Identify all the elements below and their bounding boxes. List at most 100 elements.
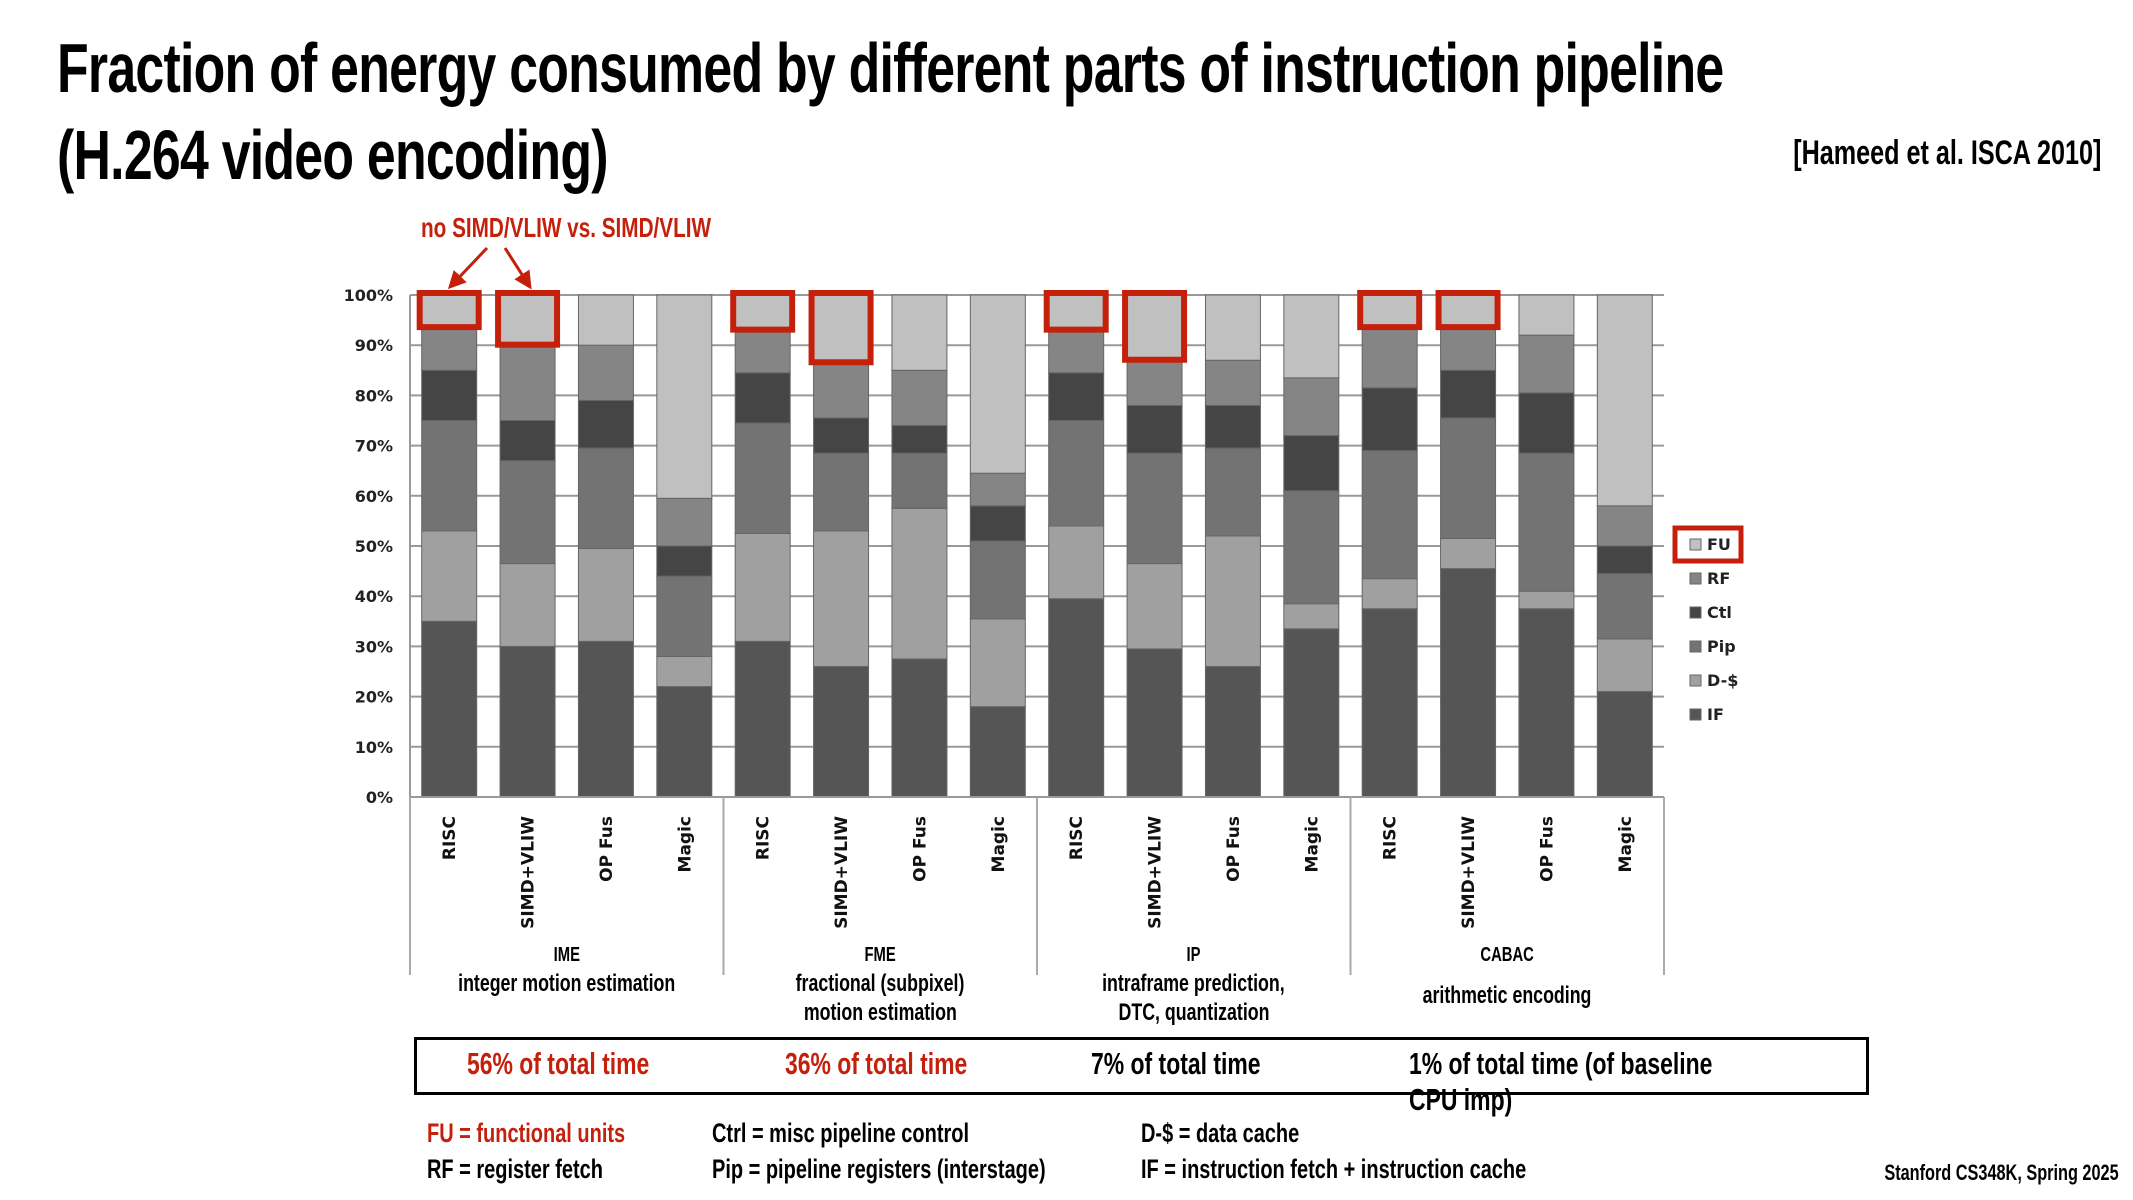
bar-segment-d — [656, 655, 713, 688]
def-dcache: D-$ = data cache — [1141, 1118, 1300, 1148]
bar-segment-d — [1283, 603, 1340, 630]
x-category-label: SIMD+VLIW — [1146, 816, 1166, 929]
bar-segment-rf — [421, 324, 478, 371]
legend-label: D-$ — [1707, 671, 1738, 690]
highlight-box — [1357, 290, 1423, 331]
bar-segment-pip — [1204, 447, 1261, 537]
bar-segment-d — [813, 530, 870, 667]
bar-segment-d — [1126, 563, 1183, 650]
group-name: FME — [864, 944, 896, 966]
group-description: arithmetic encoding — [1422, 982, 1592, 1009]
highlight-box — [495, 290, 561, 348]
bar-segment-rf — [1361, 324, 1418, 389]
bar-segment-ctl — [1518, 392, 1575, 454]
bar-segment-pip — [421, 420, 478, 532]
bar-segment-if — [577, 640, 634, 798]
bar-segment-rf — [1204, 359, 1261, 406]
bar-segment-d — [1361, 578, 1418, 610]
bar-segment-d — [1518, 590, 1575, 610]
legend-label: Ctl — [1707, 603, 1732, 622]
bar-segment-pip — [969, 540, 1026, 620]
bar-segment-d — [499, 563, 556, 647]
bar-segment-ctl — [1596, 545, 1653, 575]
bar-segment-d — [891, 507, 948, 660]
bar-segment-if — [1361, 608, 1418, 798]
bar-segment-pip — [1596, 573, 1653, 640]
bar-segment-rf — [499, 342, 556, 421]
bar-segment-rf — [577, 344, 634, 401]
bar-segment-d — [969, 618, 1026, 708]
bar-segment-d — [421, 530, 478, 622]
x-category-label: SIMD+VLIW — [519, 816, 539, 929]
bar-segment-rf — [1126, 357, 1183, 406]
bar-segment-if — [969, 706, 1026, 798]
x-category-label: SIMD+VLIW — [832, 816, 852, 929]
x-category-label: RISC — [754, 816, 774, 860]
legend-swatch — [1689, 674, 1702, 687]
group-label: IME — [417, 944, 717, 967]
bar-segment-fu — [1126, 294, 1183, 359]
bar-segment-if — [734, 640, 791, 798]
bar-segment-fu — [734, 294, 791, 329]
y-tick-label: 30% — [355, 637, 393, 656]
bar-segment-d — [1204, 535, 1261, 667]
group-description: integer motion estimation — [458, 970, 676, 997]
legend-highlight-box — [1672, 525, 1744, 564]
bar-segment-if — [813, 665, 870, 798]
annotation-label: no SIMD/VLIW vs. SIMD/VLIW — [421, 212, 712, 243]
bar-segment-pip — [656, 575, 713, 657]
bar-segment-fu — [499, 294, 556, 344]
bar-segment-if — [656, 686, 713, 798]
bar-segment-ctl — [734, 372, 791, 424]
def-fu: FU = functional units — [427, 1118, 626, 1148]
bar-segment-d — [577, 548, 634, 642]
group-label: CABAC — [1357, 944, 1657, 967]
x-category-label: RISC — [440, 816, 460, 860]
bar-segment-pip — [1126, 452, 1183, 565]
time-share-ime: 56% of total time — [467, 1046, 650, 1081]
bar-segment-pip — [1361, 450, 1418, 580]
bar-segment-ctl — [656, 545, 713, 577]
slide-title-line2: (H.264 video encoding) — [57, 116, 608, 194]
legend-swatch — [1689, 572, 1702, 585]
bar-segment-rf — [734, 327, 791, 374]
group-description: motion estimation — [803, 999, 957, 1026]
bar-segment-ctl — [577, 399, 634, 449]
bar-segment-if — [499, 645, 556, 798]
bar-segment-rf — [969, 472, 1026, 507]
bar-segment-fu — [1518, 294, 1575, 336]
group-name: IP — [1186, 944, 1201, 966]
bar-segment-if — [1518, 608, 1575, 798]
y-tick-label: 80% — [355, 386, 393, 405]
bar-segment-if — [1596, 691, 1653, 798]
bar-segment-if — [1204, 665, 1261, 798]
group-description: DTC, quantization — [1118, 999, 1270, 1026]
bar-segment-rf — [1518, 334, 1575, 394]
annotation-arrow-left — [447, 246, 489, 290]
x-category-label: RISC — [1381, 816, 1401, 860]
bar-segment-fu — [1048, 294, 1105, 329]
bar-segment-pip — [1283, 490, 1340, 605]
def-pip: Pip = pipeline registers (interstage) — [712, 1154, 1046, 1184]
bar-segment-pip — [891, 452, 948, 509]
bar-segment-rf — [1283, 377, 1340, 437]
x-category-label: OP Fus — [1224, 816, 1244, 882]
bar-segment-ctl — [891, 425, 948, 454]
bar-segment-if — [421, 620, 478, 798]
bar-segment-ctl — [1048, 372, 1105, 421]
bar-segment-rf — [891, 369, 948, 427]
bar-segment-pip — [499, 460, 556, 565]
bar-segment-ctl — [813, 417, 870, 454]
bar-segment-ctl — [1283, 435, 1340, 492]
y-tick-label: 90% — [355, 336, 393, 355]
bar-segment-d — [1048, 525, 1105, 600]
highlight-box — [1122, 290, 1188, 363]
bar-segment-pip — [577, 447, 634, 550]
x-category-label: OP Fus — [597, 816, 617, 882]
bar-segment-ctl — [1204, 404, 1261, 449]
bar-segment-rf — [1048, 327, 1105, 374]
x-category-label: Magic — [1302, 816, 1322, 872]
def-ctrl: Ctrl = misc pipeline control — [712, 1118, 970, 1148]
group-name: IME — [553, 944, 580, 966]
bar-segment-rf — [1596, 505, 1653, 547]
